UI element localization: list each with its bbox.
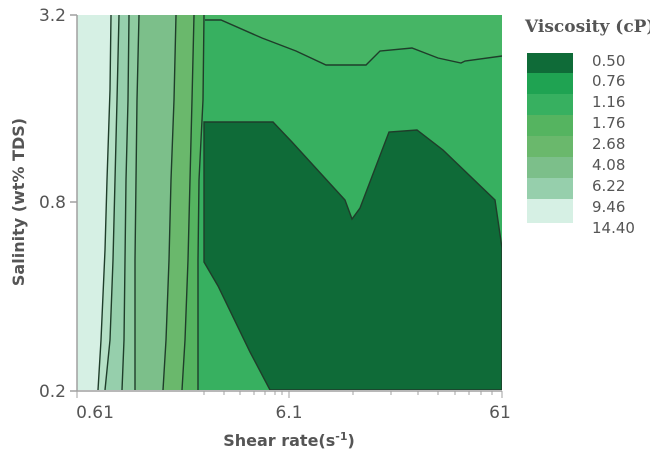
legend-swatch-9.46 bbox=[527, 199, 573, 223]
legend-label-1.16: 1.16 bbox=[592, 93, 625, 111]
legend-label-0.76: 0.76 bbox=[592, 72, 625, 90]
band-6.22 bbox=[105, 15, 129, 390]
axes bbox=[70, 14, 503, 398]
legend-label-1.76: 1.76 bbox=[592, 114, 625, 132]
legend-label-6.22: 6.22 bbox=[592, 177, 625, 195]
legend-label-0.50: 0.50 bbox=[592, 52, 625, 70]
legend-title: Viscosity (cP) bbox=[524, 17, 650, 37]
legend: Viscosity (cP) 0.50 0.76 1.16 1.76 2.68 … bbox=[524, 17, 650, 237]
legend-label-14.40: 14.40 bbox=[592, 219, 635, 237]
band-1.76 bbox=[182, 15, 204, 390]
band-1.16-top bbox=[204, 15, 502, 65]
contour-plot-area bbox=[77, 15, 502, 390]
band-0.50 bbox=[204, 122, 502, 390]
legend-swatch-0.76 bbox=[527, 73, 573, 94]
legend-label-4.08: 4.08 bbox=[592, 156, 625, 174]
band-4.08 bbox=[135, 15, 176, 390]
y-tick-0.2: 0.2 bbox=[39, 382, 66, 402]
y-axis-title: Salinity (wt% TDS) bbox=[9, 118, 28, 286]
x-tick-6.1: 6.1 bbox=[275, 403, 302, 423]
legend-label-2.68: 2.68 bbox=[592, 135, 625, 153]
legend-swatch-4.08 bbox=[527, 157, 573, 178]
y-tick-0.8: 0.8 bbox=[39, 193, 66, 213]
legend-swatch-0.50 bbox=[527, 53, 573, 73]
x-tick-61: 61 bbox=[489, 403, 511, 423]
legend-swatch-1.16 bbox=[527, 94, 573, 115]
x-axis-title: Shear rate(s-1) bbox=[223, 430, 355, 450]
legend-swatch-1.76 bbox=[527, 115, 573, 136]
contour-lines bbox=[97, 15, 502, 390]
legend-swatch-2.68 bbox=[527, 136, 573, 157]
y-tick-3.2: 3.2 bbox=[39, 6, 66, 26]
legend-label-9.46: 9.46 bbox=[592, 198, 625, 216]
x-tick-0.61: 0.61 bbox=[76, 403, 114, 423]
legend-swatch-6.22 bbox=[527, 178, 573, 199]
